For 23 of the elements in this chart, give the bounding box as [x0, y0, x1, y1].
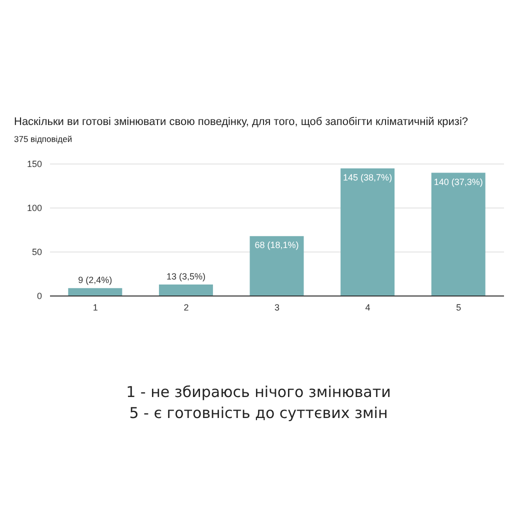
chart-subtitle: 375 відповідей: [14, 134, 72, 144]
bar: [158, 284, 213, 296]
bar: [431, 172, 486, 296]
x-tick-label: 5: [456, 302, 462, 312]
x-tick-label: 2: [184, 302, 189, 312]
x-tick-label: 1: [92, 302, 98, 312]
y-tick-label: 100: [26, 203, 42, 214]
x-tick-label: 4: [365, 302, 370, 312]
chart-title: Наскільки ви готові змінювати свою поведінку, для того, щоб запобігти кліматичній кризі?: [14, 116, 468, 128]
text: 5 - є готовність до суттєвих змін: [128, 403, 389, 424]
bar: [340, 168, 395, 296]
data-label: 145 (38,7%): [343, 172, 392, 182]
y-tick-label: 150: [26, 159, 42, 170]
data-label: 9 (2,4%): [78, 275, 112, 286]
data-label: 13 (3,5%): [166, 272, 206, 282]
bar: [250, 236, 304, 296]
bar: [68, 288, 122, 296]
x-tick-label: 3: [274, 302, 280, 312]
y-tick-label: 50: [32, 247, 42, 258]
data-label: 140 (37,3%): [434, 176, 483, 187]
data-label: 68 (18,1%): [254, 240, 299, 250]
text: 1 - не збираюсь нічого змінювати: [125, 382, 392, 403]
y-tick-label: 0: [36, 291, 42, 302]
